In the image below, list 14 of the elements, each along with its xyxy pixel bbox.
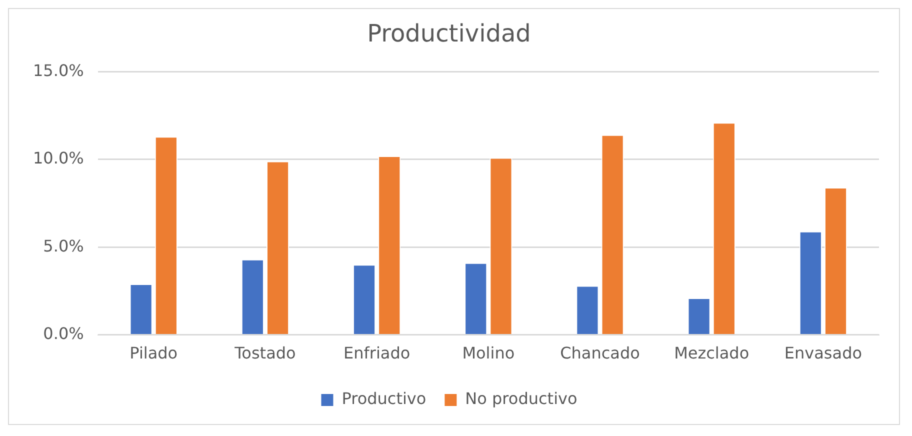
legend-label: Productivo <box>342 389 426 408</box>
legend-label: No productivo <box>465 389 578 408</box>
x-tick-label: Envasado <box>784 344 862 363</box>
x-tick-label: Mezclado <box>674 344 750 363</box>
x-tick-label: Pilado <box>130 344 178 363</box>
y-tick-label: 5.0% <box>43 236 84 256</box>
x-tick-label: Molino <box>462 344 515 363</box>
x-tick-label: Tostado <box>234 344 296 363</box>
x-tick-label: Chancado <box>560 344 640 363</box>
y-tick-label: 15.0% <box>33 60 84 80</box>
y-tick-label: 10.0% <box>33 148 84 168</box>
x-tick-label: Enfriado <box>343 344 410 363</box>
y-tick-label: 0.0% <box>43 324 84 343</box>
chart-title: Productividad <box>367 20 531 48</box>
